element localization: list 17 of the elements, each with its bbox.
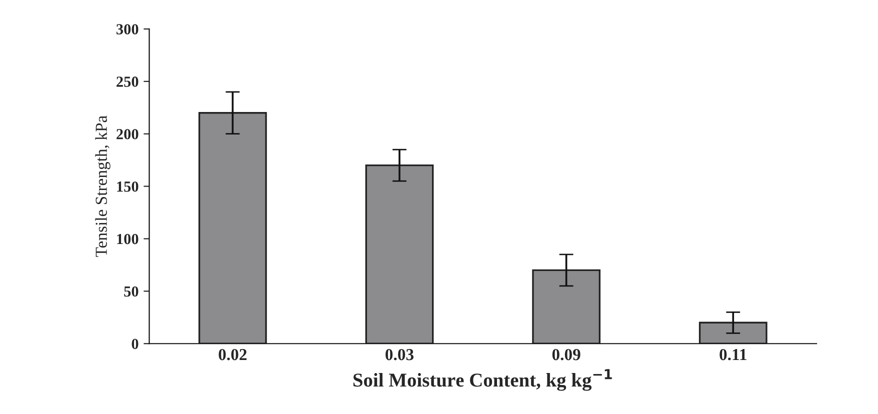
x-tick-label: 0.03 bbox=[386, 348, 414, 360]
x-axis-title: Soil Moisture Content, kg kg$^{−1}$ bbox=[353, 369, 612, 391]
bar bbox=[698, 322, 768, 344]
y-axis-title: Tensile Strength, kPa bbox=[95, 116, 110, 257]
y-tick-label: 100 bbox=[117, 234, 138, 244]
y-tick-label: 300 bbox=[116, 24, 138, 34]
y-tick-label: 0 bbox=[132, 338, 138, 350]
bar bbox=[532, 269, 601, 344]
y-tick-label: 250 bbox=[116, 76, 138, 87]
y-tick-label: 200 bbox=[116, 129, 138, 140]
y-tick-label: 150 bbox=[117, 181, 138, 192]
y-tick-label: 50 bbox=[124, 286, 138, 297]
bar bbox=[198, 112, 267, 344]
x-tick-label: 0.11 bbox=[720, 348, 746, 360]
x-tick-label: 0.09 bbox=[552, 348, 580, 360]
bar bbox=[365, 164, 434, 344]
x-tick-label: 0.02 bbox=[218, 348, 247, 360]
